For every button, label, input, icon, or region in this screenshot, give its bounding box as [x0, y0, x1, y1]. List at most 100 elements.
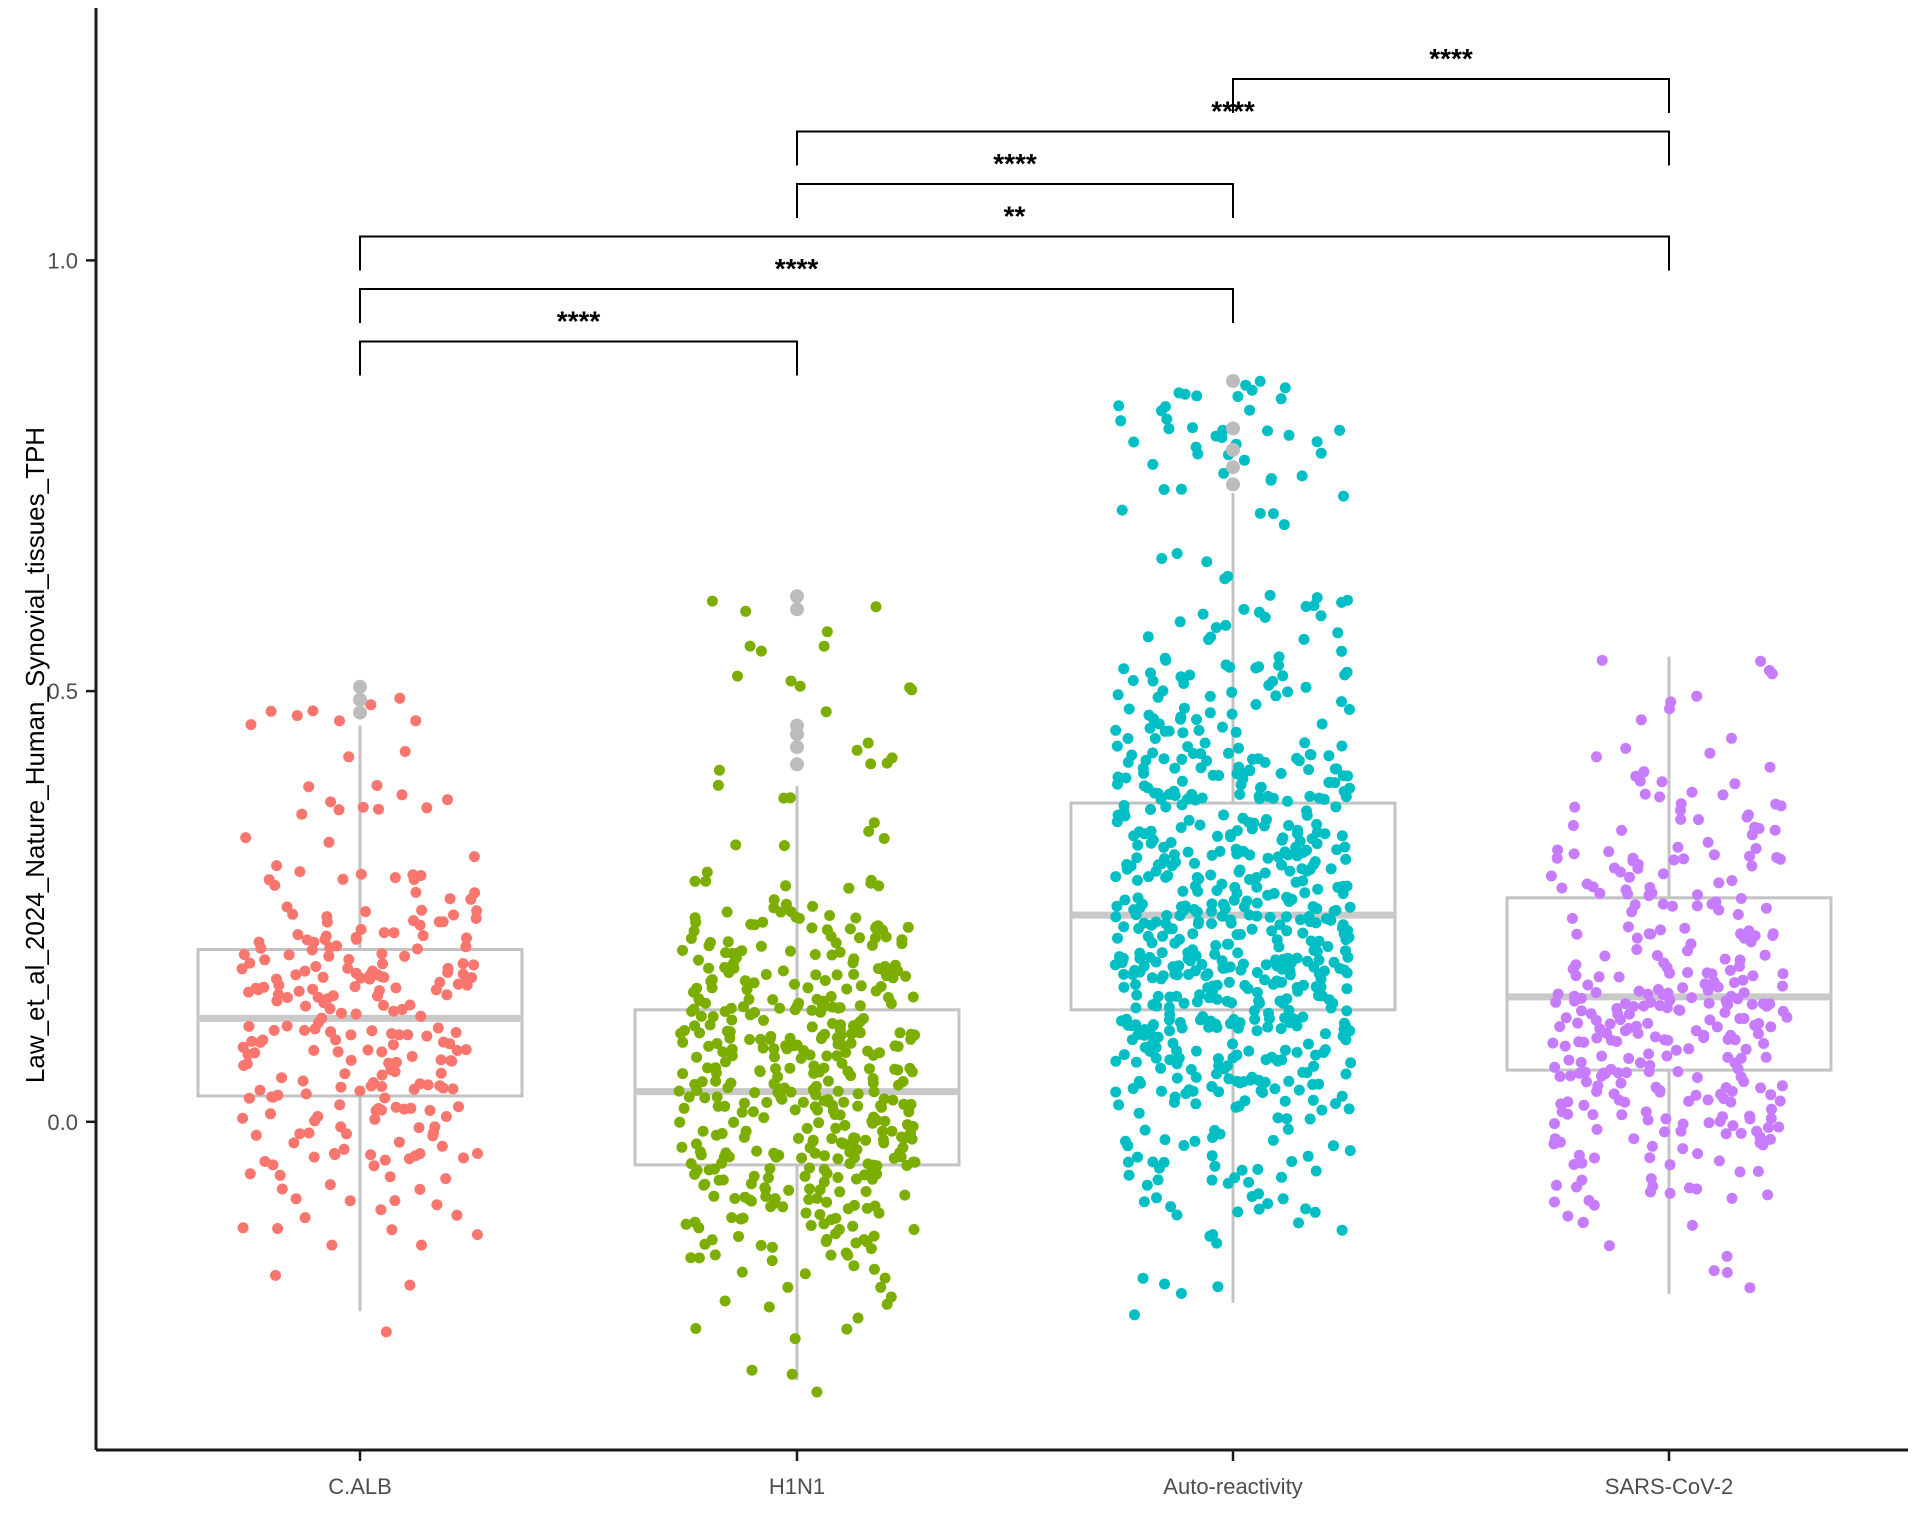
jitter-point: [333, 804, 345, 816]
jitter-point: [851, 1173, 862, 1185]
jitter-point: [1233, 742, 1244, 754]
jitter-point: [768, 902, 780, 914]
jitter-point: [345, 1029, 357, 1041]
significance-label: ****: [993, 148, 1037, 179]
jitter-point: [252, 984, 264, 996]
jitter-point: [1138, 960, 1150, 972]
jitter-point: [825, 930, 837, 942]
jitter-point: [768, 1078, 780, 1090]
jitter-point: [1193, 873, 1205, 885]
jitter-point: [881, 1298, 893, 1310]
jitter-point: [838, 1096, 850, 1108]
boxplot-box: [1069, 801, 1397, 1012]
jitter-point: [1341, 983, 1353, 995]
jitter-point: [1201, 755, 1213, 767]
jitter-point: [237, 1112, 249, 1124]
jitter-point: [854, 1016, 866, 1028]
jitter-point: [845, 1037, 857, 1049]
jitter-point: [1752, 1165, 1764, 1177]
jitter-point: [809, 949, 821, 960]
jitter-point: [1338, 786, 1350, 797]
jitter-point: [1698, 1032, 1710, 1044]
jitter-point: [1545, 870, 1557, 882]
jitter-point: [885, 998, 897, 1010]
jitter-point: [1324, 776, 1336, 788]
jitter-point: [844, 923, 856, 935]
jitter-point: [706, 595, 718, 607]
jitter-point: [1179, 900, 1191, 912]
jitter-point: [1299, 737, 1311, 749]
jitter-point: [1110, 1086, 1122, 1098]
jitter-point: [373, 985, 385, 997]
jitter-point: [355, 972, 367, 984]
jitter-point: [281, 1020, 293, 1032]
significance-bracket: [796, 183, 1234, 218]
jitter-point: [879, 1115, 891, 1127]
jitter-point: [1263, 679, 1275, 691]
jitter-point: [250, 1129, 262, 1141]
jitter-point: [1255, 1085, 1267, 1097]
jitter-point: [683, 1091, 695, 1103]
jitter-point: [777, 1201, 789, 1213]
jitter-point: [461, 979, 473, 991]
jitter-point: [465, 893, 477, 905]
jitter-point: [784, 945, 796, 957]
jitter-point: [1337, 1030, 1349, 1042]
jitter-point: [343, 954, 355, 965]
jitter-point: [1224, 661, 1236, 673]
jitter-point: [1320, 1028, 1331, 1040]
jitter-point: [801, 1122, 813, 1134]
jitter-point: [1291, 982, 1303, 993]
jitter-point: [1672, 841, 1684, 853]
jitter-point: [268, 1024, 280, 1036]
x-tick-label: SARS-CoV-2: [1605, 1474, 1733, 1499]
jitter-point: [1721, 1250, 1733, 1262]
jitter-point: [1145, 667, 1156, 679]
jitter-point: [272, 1223, 284, 1234]
jitter-point: [1246, 384, 1258, 396]
jitter-point: [324, 942, 336, 953]
jitter-point: [1253, 1203, 1265, 1215]
jitter-point: [1668, 854, 1680, 866]
jitter-point: [1226, 708, 1238, 720]
jitter-point: [287, 908, 299, 920]
jitter-point: [1123, 703, 1135, 715]
jitter-point: [1159, 1278, 1170, 1290]
jitter-point: [1238, 454, 1250, 466]
jitter-point: [807, 1084, 819, 1096]
jitter-point: [1255, 782, 1266, 794]
jitter-point: [1291, 1020, 1303, 1032]
jitter-point: [1225, 917, 1237, 929]
jitter-point: [1328, 956, 1340, 968]
jitter-point: [1145, 825, 1157, 837]
jitter-point: [293, 985, 305, 997]
jitter-point: [777, 965, 789, 977]
jitter-point: [1330, 1098, 1341, 1110]
jitter-point: [1163, 1014, 1175, 1026]
jitter-point: [421, 802, 433, 814]
jitter-point: [1647, 1180, 1659, 1192]
jitter-point: [1284, 969, 1296, 981]
jitter-point: [1130, 979, 1141, 990]
jitter-point: [1199, 737, 1211, 749]
jitter-point: [1167, 961, 1179, 973]
jitter-point: [710, 1075, 722, 1087]
jitter-point: [1277, 670, 1289, 682]
jitter-point: [434, 976, 446, 988]
jitter-point: [468, 851, 480, 863]
jitter-point: [1692, 889, 1703, 901]
significance-label: ****: [557, 306, 601, 337]
jitter-point: [406, 1051, 418, 1062]
jitter-point: [371, 780, 383, 791]
jitter-point: [1328, 1140, 1339, 1152]
jitter-point: [870, 601, 882, 613]
jitter-point: [1615, 1077, 1627, 1089]
jitter-point: [1271, 934, 1283, 946]
jitter-point: [696, 1076, 708, 1088]
jitter-point: [240, 832, 252, 844]
jitter-point: [1345, 1057, 1357, 1069]
jitter-point: [693, 954, 704, 966]
jitter-point: [909, 1029, 921, 1041]
jitter-point: [1193, 724, 1205, 736]
jitter-point: [841, 983, 853, 995]
